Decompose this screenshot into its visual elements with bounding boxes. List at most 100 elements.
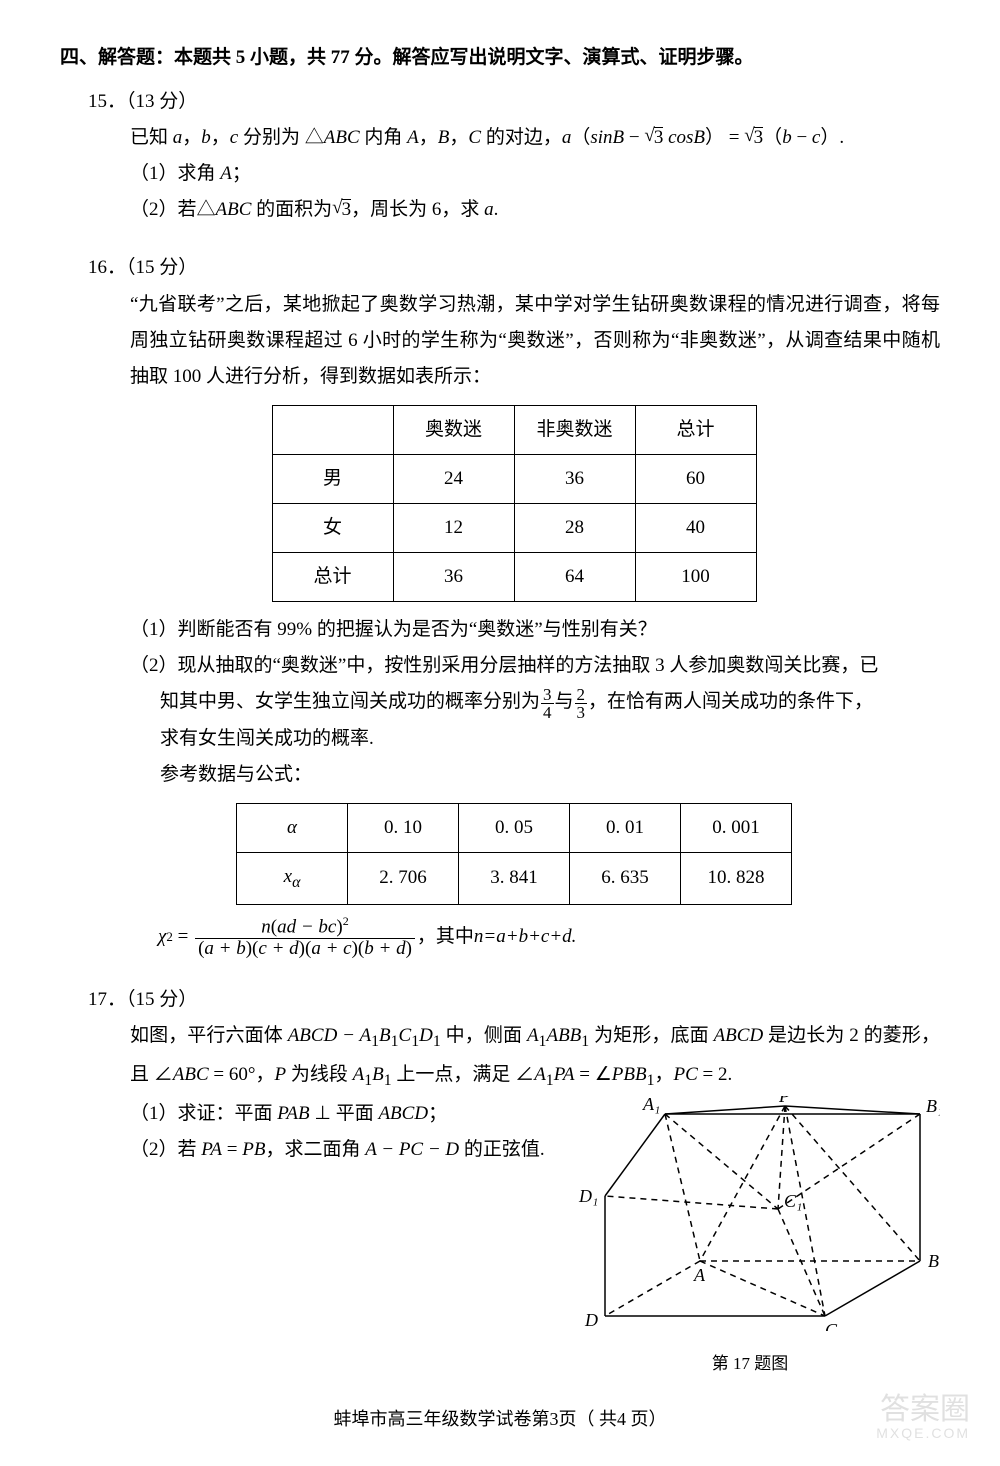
svg-text:D: D: [584, 1310, 598, 1330]
problem-17: 17．（15 分） 如图，平行六面体 ABCD − A1B1C1D1 中，侧面 …: [88, 982, 940, 1380]
p17-sub2: （2）若 PA = PB，求二面角 A − PC − D 的正弦值.: [130, 1132, 550, 1168]
table-cell: 3. 841: [459, 852, 570, 904]
p16-number: 16．（15 分）: [88, 250, 940, 286]
x-main: x: [284, 866, 292, 887]
table-row: 奥数迷 非奥数迷 总计: [272, 405, 756, 454]
text: ，周长为 6，求: [351, 199, 484, 220]
text: ，: [449, 127, 468, 148]
text: （2）若△: [130, 199, 216, 220]
text: （2）若: [130, 1139, 201, 1160]
text: ，在恰有两人闯关成功的条件下，: [588, 691, 873, 712]
table-cell: 60: [635, 454, 756, 503]
table-cell: 10. 828: [681, 852, 792, 904]
svg-text:C: C: [825, 1320, 838, 1331]
svg-text:B₁: B₁: [926, 1096, 940, 1116]
table-row: 总计 36 64 100: [272, 553, 756, 602]
table-cell: 2. 706: [348, 852, 459, 904]
table-cell: 36: [514, 454, 635, 503]
x-sub: α: [292, 874, 300, 891]
text: ；: [428, 1103, 447, 1124]
table-cell: 12: [393, 504, 514, 553]
table-cell: 24: [393, 454, 514, 503]
table-header: 0. 01: [570, 803, 681, 852]
svg-text:B: B: [928, 1251, 939, 1271]
table-cell: 总计: [272, 553, 393, 602]
text: 上一点，满足 ∠: [392, 1064, 535, 1085]
table-row: 男 24 36 60: [272, 454, 756, 503]
table-row: xα 2. 706 3. 841 6. 635 10. 828: [237, 852, 792, 904]
svg-text:D₁: D₁: [578, 1186, 598, 1206]
text: 已知: [130, 127, 173, 148]
parallelepiped-diagram: A₁B₁PD₁C₁ABDC: [560, 1096, 940, 1331]
chi-tail: ，其中: [417, 919, 474, 955]
svg-text:P: P: [778, 1096, 790, 1106]
text: 的面积为: [251, 199, 332, 220]
problem-16: 16．（15 分） “九省联考”之后，某地掀起了奥数学习热潮，某中学对学生钻研奥…: [88, 250, 940, 959]
figure-17: A₁B₁PD₁C₁ABDC 第 17 题图: [560, 1096, 940, 1380]
table-cell: 64: [514, 553, 635, 602]
p16-sub1: （1）判断能否有 99% 的把握认为是否为“奥数迷”与性别有关？: [130, 612, 940, 648]
chi-square-formula: χ2 = n(ad − bc)2 (a + b)(c + d)(a + c)(b…: [158, 915, 940, 960]
table-header: 总计: [635, 405, 756, 454]
text: 与: [555, 691, 574, 712]
p15-sub1: （1）求角 A；: [130, 156, 940, 192]
text: （1）求证：平面: [130, 1103, 277, 1124]
section-header: 四、解答题：本题共 5 小题，共 77 分。解答应写出说明文字、演算式、证明步骤…: [60, 40, 940, 76]
text: ；: [232, 163, 251, 184]
alpha-table: α 0. 10 0. 05 0. 01 0. 001 xα 2. 706 3. …: [236, 803, 792, 905]
table-header: 非奥数迷: [514, 405, 635, 454]
text: 知其中男、女学生独立闯关成功的概率分别为: [160, 691, 540, 712]
text: 为矩形，底面: [589, 1025, 713, 1046]
problem-15: 15．（13 分） 已知 a，b，c 分别为 △ABC 内角 A，B，C 的对边…: [88, 84, 940, 228]
p15-sub2: （2）若△ABC 的面积为√3，周长为 6，求 a.: [130, 192, 940, 228]
frac-den: 4: [541, 704, 554, 721]
text: 如图，平行六面体: [130, 1025, 288, 1046]
p16-sub2b: 知其中男、女学生独立闯关成功的概率分别为34与23，在恰有两人闯关成功的条件下，: [160, 684, 940, 720]
text: 的对边，: [481, 127, 562, 148]
p16-sub2: （2）现从抽取的“奥数迷”中，按性别采用分层抽样的方法抽取 3 人参加奥数闯关比…: [130, 648, 940, 684]
table-header: α: [237, 803, 348, 852]
table-header: 0. 10: [348, 803, 459, 852]
p15-number: 15．（13 分）: [88, 84, 940, 120]
alpha-symbol: α: [287, 817, 297, 838]
p15-body: 已知 a，b，c 分别为 △ABC 内角 A，B，C 的对边，a（sinB − …: [130, 120, 940, 156]
table-header: 0. 001: [681, 803, 792, 852]
svg-text:A₁: A₁: [642, 1096, 660, 1114]
text: ，: [182, 127, 201, 148]
text: = 60°，: [209, 1064, 275, 1085]
page-footer: 蚌埠市高三年级数学试卷第3页（ 共4 页）: [60, 1402, 940, 1436]
p16-ref: 参考数据与公式：: [160, 757, 940, 793]
table-cell: 6. 635: [570, 852, 681, 904]
table-cell: xα: [237, 852, 348, 904]
text: （1）求角: [130, 163, 220, 184]
table-header: 奥数迷: [393, 405, 514, 454]
text: 内角: [360, 127, 408, 148]
table-header: [272, 405, 393, 454]
text: 分别为 △: [238, 127, 324, 148]
text: =: [222, 1139, 242, 1160]
table-row: α 0. 10 0. 05 0. 01 0. 001: [237, 803, 792, 852]
p17-para: 如图，平行六面体 ABCD − A1B1C1D1 中，侧面 A1ABB1 为矩形…: [130, 1018, 940, 1096]
text: ⊥ 平面: [310, 1103, 379, 1124]
p17-number: 17．（15 分）: [88, 982, 940, 1018]
frac-num: 3: [541, 686, 554, 704]
frac-num: 2: [575, 686, 588, 704]
text: ，: [654, 1064, 673, 1085]
p17-sub1: （1）求证：平面 PAB ⊥ 平面 ABCD；: [130, 1096, 550, 1132]
p16-sub2c: 求有女生闯关成功的概率.: [160, 721, 940, 757]
svg-text:C₁: C₁: [784, 1191, 802, 1211]
table-cell: 100: [635, 553, 756, 602]
p16-para: “九省联考”之后，某地掀起了奥数学习热潮，某中学对学生钻研奥数课程的情况进行调查…: [130, 287, 940, 395]
text: 为线段: [286, 1064, 353, 1085]
table-cell: 女: [272, 504, 393, 553]
table-cell: 28: [514, 504, 635, 553]
text: 的正弦值.: [459, 1139, 545, 1160]
table-cell: 36: [393, 553, 514, 602]
text: = ∠: [574, 1064, 611, 1085]
table-row: 女 12 28 40: [272, 504, 756, 553]
table-cell: 男: [272, 454, 393, 503]
figure-caption: 第 17 题图: [560, 1348, 940, 1380]
text: = 2.: [698, 1064, 732, 1085]
table-cell: 40: [635, 504, 756, 553]
text: ，求二面角: [265, 1139, 365, 1160]
